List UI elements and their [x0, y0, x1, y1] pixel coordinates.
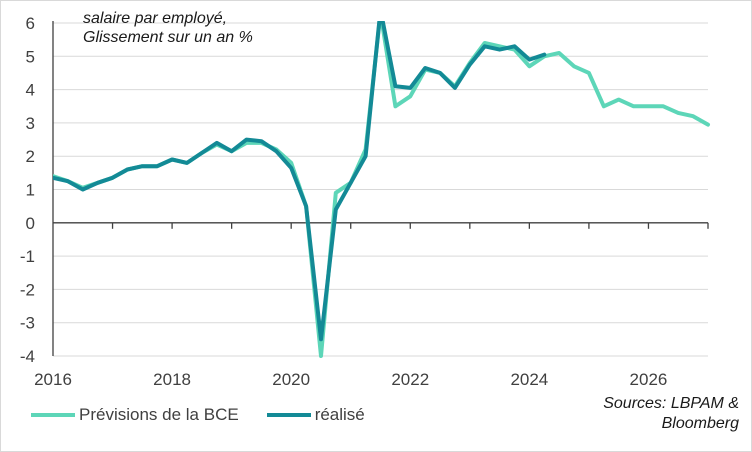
source-line-1: Sources: LBPAM & [603, 395, 739, 412]
y-tick-label: -3 [20, 314, 35, 333]
y-tick-label: 5 [26, 47, 35, 66]
series-lines [53, 21, 710, 358]
series-line-forecast [53, 21, 710, 358]
y-tick-label: 2 [26, 147, 35, 166]
y-tick-label: -2 [20, 280, 35, 299]
x-tick-label: 2016 [34, 370, 72, 389]
legend-swatch-actual [266, 413, 311, 417]
tick-labels: 6 5 4 3 2 1 0 -1 -2 -3 -4 2016 2018 2020 2022 2024 2026 [20, 14, 667, 389]
y-tick-label: 6 [26, 14, 35, 33]
y-tick-label: 0 [26, 214, 35, 233]
y-tick-label: 1 [26, 181, 35, 200]
y-tick-label: 3 [26, 114, 35, 133]
x-tick-label: 2018 [153, 370, 191, 389]
x-tick-label: 2020 [272, 370, 310, 389]
y-tick-label: -4 [20, 347, 35, 366]
legend-item-actual: réalisé [266, 405, 365, 425]
legend-item-forecast: Prévisions de la BCE [31, 405, 239, 425]
gridlines [53, 22, 708, 357]
subtitle-line-2: Glissement sur un an % [83, 29, 253, 46]
series-line-actual [53, 21, 547, 342]
source-note: Sources: LBPAM & Bloomberg [539, 394, 739, 434]
y-tick-label: 4 [26, 81, 35, 100]
subtitle-line-1: salaire par employé, [83, 10, 228, 27]
y-tick-label: -1 [20, 247, 35, 266]
x-tick-label: 2026 [630, 370, 668, 389]
legend-label-actual: réalisé [314, 405, 365, 424]
chart-subtitle: salaire par employé, Glissement sur un a… [83, 9, 253, 47]
legend-swatch-forecast [31, 413, 75, 417]
x-tick-label: 2024 [510, 370, 548, 389]
legend-label-forecast: Prévisions de la BCE [79, 405, 239, 424]
legend: Prévisions de la BCE réalisé [31, 405, 393, 425]
axes [52, 21, 709, 356]
source-line-2: Bloomberg [661, 415, 739, 432]
x-tick-label: 2022 [391, 370, 429, 389]
